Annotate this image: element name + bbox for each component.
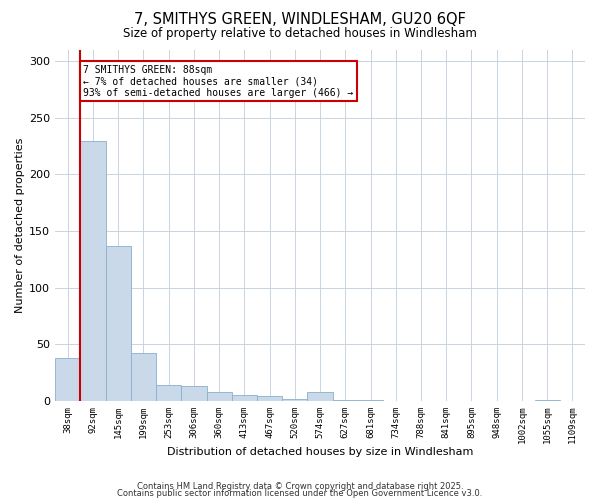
Y-axis label: Number of detached properties: Number of detached properties [15,138,25,313]
Text: 7 SMITHYS GREEN: 88sqm
← 7% of detached houses are smaller (34)
93% of semi-deta: 7 SMITHYS GREEN: 88sqm ← 7% of detached … [83,64,353,98]
Text: Size of property relative to detached houses in Windlesham: Size of property relative to detached ho… [123,28,477,40]
Bar [206,392,232,401]
Bar [257,396,282,401]
Bar [55,358,80,401]
Bar [535,400,560,401]
Bar [156,385,181,401]
Bar [332,400,358,401]
Bar [307,392,332,401]
Bar [106,246,131,401]
Bar [232,395,257,401]
Bar [181,386,206,401]
Bar [358,400,383,401]
Bar [80,140,106,401]
Bar [282,398,307,401]
Bar [131,354,156,401]
Text: 7, SMITHYS GREEN, WINDLESHAM, GU20 6QF: 7, SMITHYS GREEN, WINDLESHAM, GU20 6QF [134,12,466,28]
Text: Contains HM Land Registry data © Crown copyright and database right 2025.: Contains HM Land Registry data © Crown c… [137,482,463,491]
X-axis label: Distribution of detached houses by size in Windlesham: Distribution of detached houses by size … [167,448,473,458]
Text: Contains public sector information licensed under the Open Government Licence v3: Contains public sector information licen… [118,489,482,498]
